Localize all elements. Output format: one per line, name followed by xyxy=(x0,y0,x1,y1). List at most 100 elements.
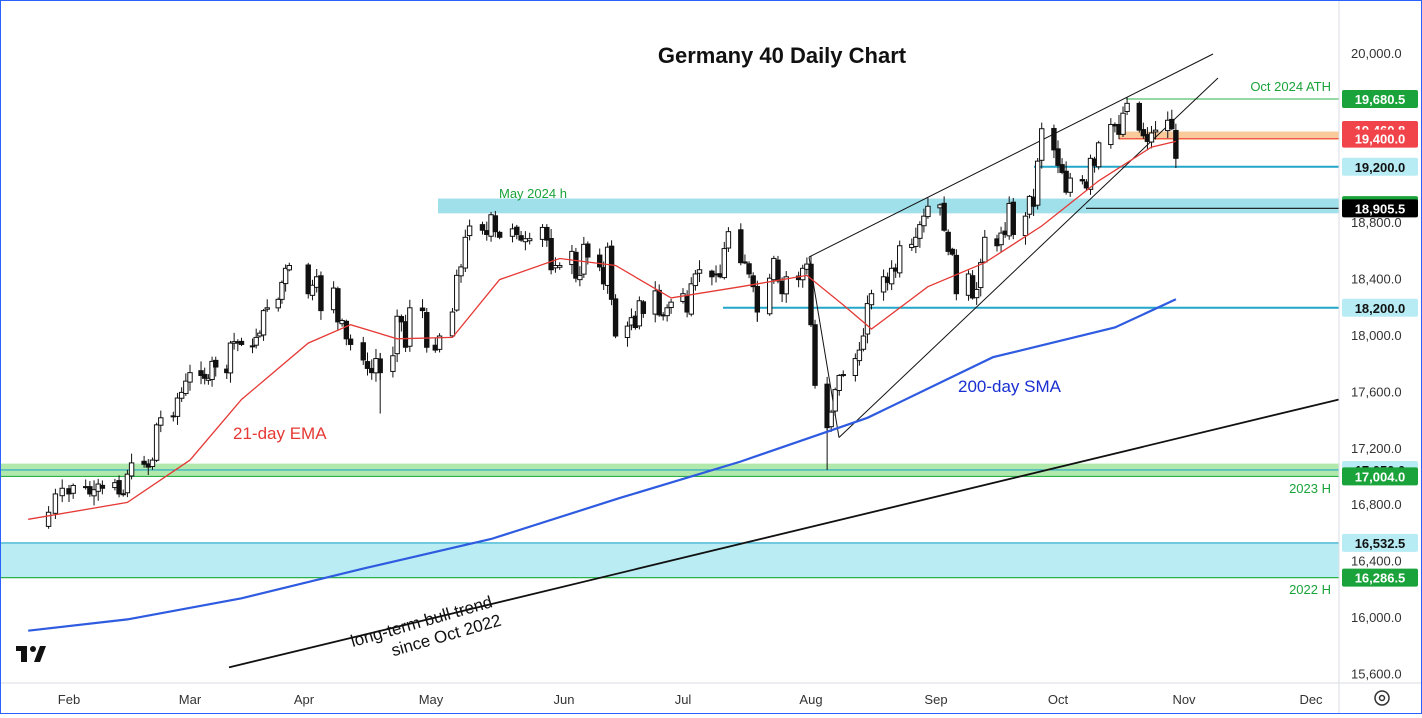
candle xyxy=(941,196,947,232)
x-tick-label: Apr xyxy=(294,692,315,707)
candle xyxy=(998,226,1004,253)
candle xyxy=(864,295,871,344)
candle xyxy=(656,284,662,317)
candle xyxy=(238,337,245,347)
trendline-channel-lower xyxy=(838,77,1219,438)
candle xyxy=(945,229,951,256)
candle xyxy=(260,309,267,341)
candle xyxy=(343,319,350,346)
candle xyxy=(458,263,464,283)
price-badge: 18,200.0 xyxy=(1342,298,1418,317)
candle xyxy=(253,328,259,349)
candle xyxy=(539,224,546,247)
candle xyxy=(390,346,396,378)
candle xyxy=(738,223,744,266)
candle xyxy=(688,277,694,317)
candle xyxy=(721,241,727,280)
settings-gear-icon[interactable] xyxy=(1374,690,1390,706)
candle xyxy=(668,298,674,314)
candle xyxy=(509,223,516,243)
candle xyxy=(309,279,316,301)
candle xyxy=(496,230,503,240)
candle xyxy=(522,231,529,251)
candle xyxy=(982,229,988,264)
candle xyxy=(709,269,715,286)
candle xyxy=(209,356,215,387)
candle xyxy=(1140,122,1147,139)
candle xyxy=(548,229,554,275)
price-badge: 16,286.5 xyxy=(1342,568,1418,587)
x-tick-label: Mar xyxy=(179,692,202,707)
candle xyxy=(347,334,354,351)
candle xyxy=(544,224,550,247)
svg-text:19,400.0: 19,400.0 xyxy=(1355,132,1406,147)
candle xyxy=(856,342,863,366)
candle xyxy=(449,307,456,338)
candle xyxy=(840,370,846,378)
candle xyxy=(1087,154,1094,195)
candle xyxy=(1051,124,1057,159)
candle xyxy=(116,475,122,498)
candle xyxy=(436,333,443,353)
annotation-2023-high: 2023 H xyxy=(1289,481,1331,496)
candle xyxy=(860,328,867,352)
candle xyxy=(183,373,189,397)
svg-text:16,286.5: 16,286.5 xyxy=(1355,571,1406,586)
candle xyxy=(70,483,76,499)
x-tick-label: Nov xyxy=(1172,692,1196,707)
candle xyxy=(917,221,923,248)
candle xyxy=(557,262,563,270)
candle xyxy=(227,340,234,383)
candle xyxy=(153,422,160,463)
y-tick-label: 18,400.0 xyxy=(1351,272,1402,287)
ema21-line xyxy=(28,140,1177,520)
candle xyxy=(424,307,430,353)
candle xyxy=(746,261,752,279)
candle xyxy=(128,453,135,480)
candle xyxy=(514,224,520,240)
trendline-long-term xyxy=(228,398,1340,669)
candle xyxy=(664,304,670,322)
candle xyxy=(360,336,366,365)
zones-layer xyxy=(1,131,1339,579)
y-axis-ticks: 20,000.0 18,800.0 18,400.0 18,000.0 17,600.0… xyxy=(1351,46,1402,681)
candle xyxy=(725,227,732,252)
annotation-ema: 21-day EMA xyxy=(233,424,327,443)
candle xyxy=(750,272,756,293)
price-badge: 17,004.0 xyxy=(1342,467,1418,486)
candle xyxy=(407,299,413,352)
sma200-line xyxy=(28,298,1177,632)
x-tick-label: May xyxy=(419,692,444,707)
y-tick-label: 17,600.0 xyxy=(1351,384,1402,399)
candle xyxy=(1055,140,1061,174)
candle xyxy=(1124,97,1130,115)
price-badge: 19,400.0 xyxy=(1342,129,1418,148)
candle xyxy=(198,361,204,385)
candle xyxy=(1039,122,1045,169)
candle xyxy=(880,269,887,301)
candle xyxy=(742,254,748,265)
moving-averages-layer xyxy=(28,140,1177,632)
candle xyxy=(1022,212,1029,245)
candle xyxy=(612,294,619,339)
annotation-sma: 200-day SMA xyxy=(958,377,1062,396)
y-tick-label: 16,400.0 xyxy=(1351,554,1402,569)
candle xyxy=(213,356,219,377)
x-tick-label: Oct xyxy=(1048,692,1069,707)
candle xyxy=(462,229,469,273)
candle xyxy=(419,299,426,319)
zone-resistance-band xyxy=(1119,131,1339,141)
candle xyxy=(775,255,781,284)
candle xyxy=(1079,175,1086,185)
candle xyxy=(832,387,838,416)
svg-text:18,200.0: 18,200.0 xyxy=(1355,301,1406,316)
svg-text:19,680.5: 19,680.5 xyxy=(1355,92,1406,107)
candle xyxy=(1108,118,1114,149)
candle xyxy=(921,208,927,233)
candle xyxy=(585,241,591,265)
x-tick-label: Jul xyxy=(675,692,692,707)
candle xyxy=(99,480,106,495)
candle xyxy=(526,232,533,245)
candle xyxy=(466,219,473,241)
